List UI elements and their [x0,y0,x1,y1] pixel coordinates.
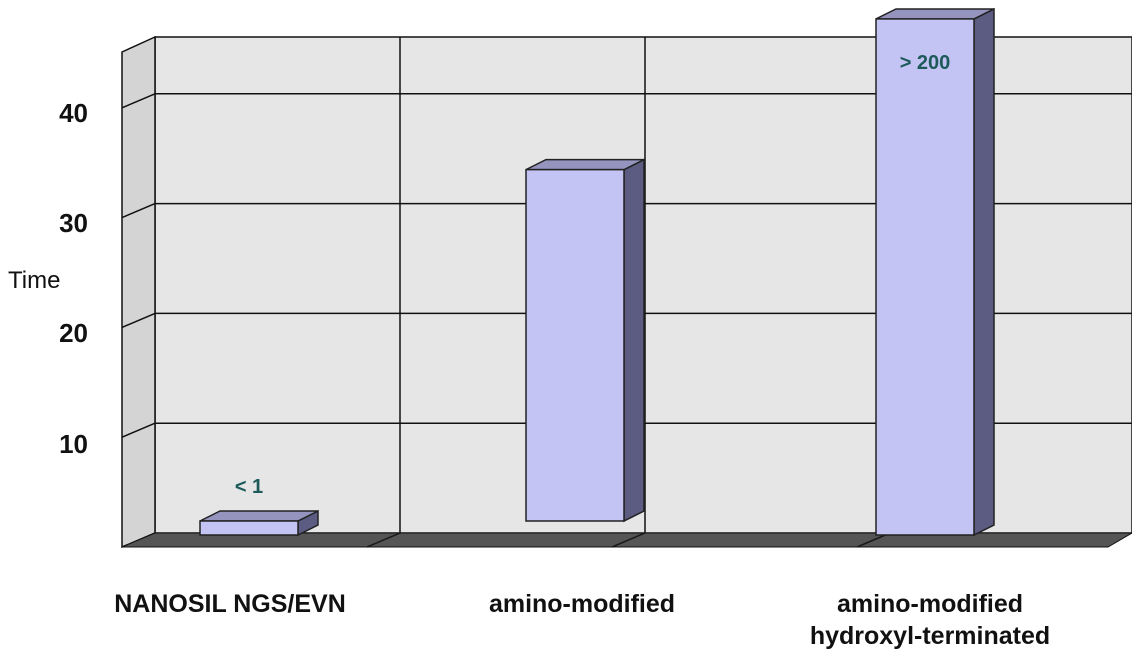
y-tick-label: 30 [59,208,88,238]
y-tick-label: 20 [59,318,88,348]
gridline [121,93,156,109]
bar-top [525,158,645,171]
x-category-label: NANOSIL NGS/EVN [70,588,390,620]
floor-divider [611,532,646,548]
side-wall [121,35,156,549]
bar-top [875,8,995,20]
x-category-label-line: hydroxyl-terminated [809,622,1051,650]
bar [875,18,975,536]
gridline [121,312,156,329]
bar-side [973,7,995,537]
data-label: < 1 [235,476,263,498]
bar-side [623,158,645,523]
data-label: > 200 [900,52,951,74]
y-axis-label: Time [8,267,61,294]
y-tick-label: 40 [59,98,88,128]
gridline [121,422,156,438]
bar [199,520,299,536]
bar [525,168,625,522]
x-category-label-line: NANOSIL NGS/EVN [114,590,346,618]
x-category-label-line: amino-modified [836,590,1024,618]
x-category-label-line: amino-modified [488,590,676,618]
gridline [121,202,156,219]
bar-top [199,510,319,522]
x-category-label: amino-modified [432,588,732,620]
x-category-label: amino-modified hydroxyl-terminated [760,588,1100,652]
floor-divider [366,532,401,548]
y-tick-label: 10 [59,429,88,459]
